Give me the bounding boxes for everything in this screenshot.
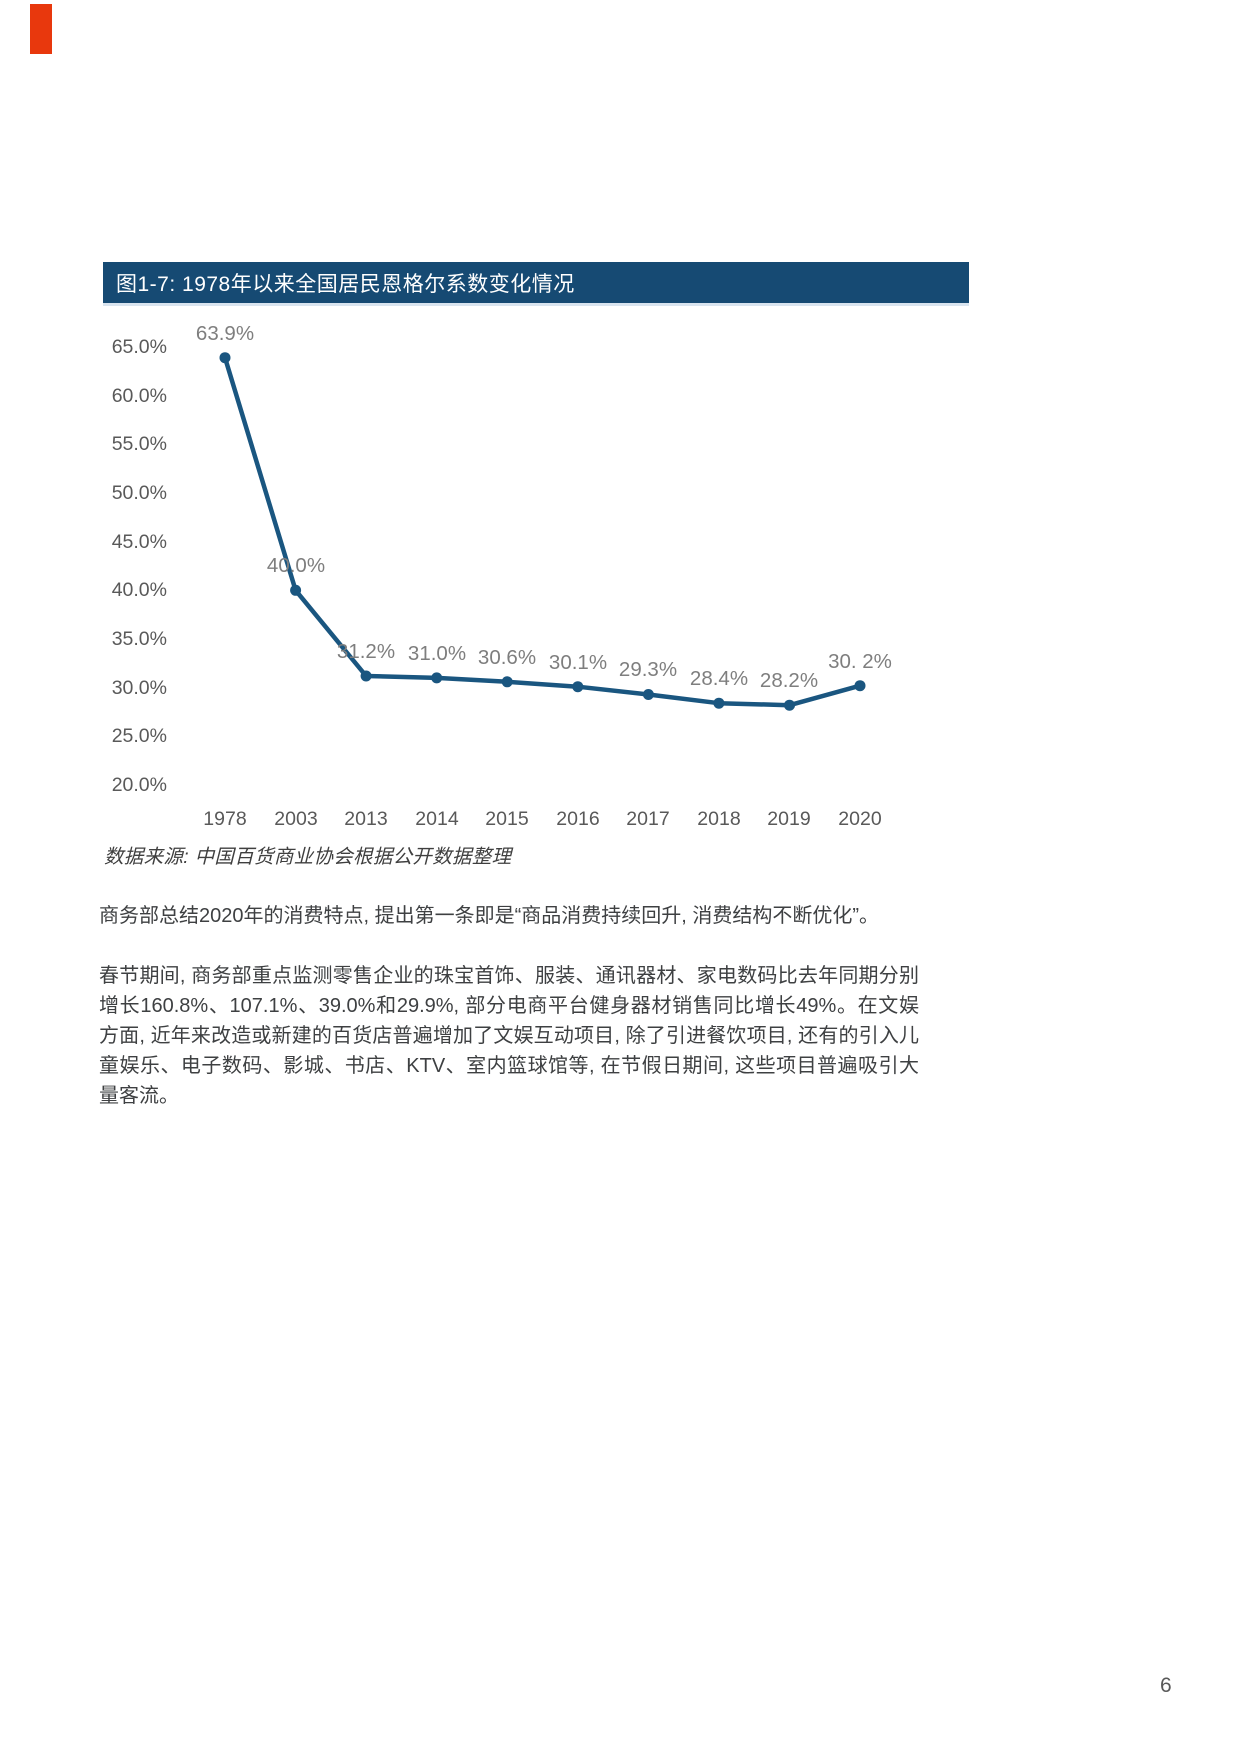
data-point-marker: [431, 672, 443, 684]
data-point-marker: [501, 676, 513, 688]
x-axis-tick: 2014: [415, 808, 459, 830]
data-point-label: 63.9%: [195, 322, 255, 345]
y-axis-tick: 25.0%: [111, 725, 167, 747]
data-point-marker: [784, 699, 795, 711]
data-point-label: 31.0%: [407, 642, 467, 665]
x-axis-tick: 2017: [626, 808, 670, 830]
data-point-label: 28.4%: [689, 667, 749, 690]
paragraph: 商务部总结2020年的消费特点, 提出第一条即是“商品消费持续回升, 消费结构不…: [99, 905, 880, 927]
data-point-label: 28.2%: [759, 669, 819, 692]
page-number: 6: [1160, 1674, 1172, 1697]
figure-title-bar: 图1-7: 1978年以来全国居民恩格尔系数变化情况: [103, 262, 969, 306]
figure-source: 数据来源: 中国百货商业协会根据公开数据整理: [104, 846, 512, 868]
y-axis-tick: 55.0%: [111, 433, 167, 455]
data-point-label: 30.6%: [477, 646, 537, 669]
data-point-marker: [642, 689, 654, 700]
x-axis-tick: 2016: [556, 808, 600, 830]
data-point-label: 31.2%: [336, 640, 396, 663]
data-point-label: 30.1%: [548, 651, 608, 674]
y-axis-tick: 60.0%: [111, 385, 167, 407]
page-corner-mark: [30, 4, 52, 54]
data-point-marker: [713, 697, 725, 709]
y-axis-tick: 35.0%: [111, 628, 167, 650]
x-axis-tick: 2018: [697, 808, 741, 830]
x-axis-tick: 2013: [344, 808, 388, 830]
data-point-label: 40.0%: [266, 554, 326, 577]
data-point-marker: [360, 670, 372, 682]
data-point-marker: [854, 680, 866, 692]
x-axis-tick: 1978: [203, 808, 247, 830]
x-axis-tick: 2019: [767, 808, 811, 830]
y-axis-tick: 20.0%: [111, 774, 167, 796]
y-axis-tick: 30.0%: [111, 677, 167, 699]
y-axis-tick: 40.0%: [111, 579, 167, 601]
y-axis-tick: 65.0%: [111, 336, 167, 358]
data-point-marker: [219, 352, 231, 364]
data-point-marker: [290, 584, 302, 596]
data-point-label: 29.3%: [618, 658, 678, 681]
data-point-label: 30. 2%: [828, 650, 892, 673]
x-axis-tick: 2020: [838, 808, 882, 830]
paragraph: 春节期间, 商务部重点监测零售企业的珠宝首饰、服装、通讯器材、家电数码比去年同期…: [99, 965, 919, 1107]
x-axis-tick: 2003: [274, 808, 318, 830]
y-axis-tick: 50.0%: [111, 482, 167, 504]
figure-title: 图1-7: 1978年以来全国居民恩格尔系数变化情况: [116, 272, 575, 296]
y-axis-tick: 45.0%: [111, 531, 167, 553]
data-point-marker: [572, 681, 584, 693]
x-axis-tick: 2015: [485, 808, 529, 830]
